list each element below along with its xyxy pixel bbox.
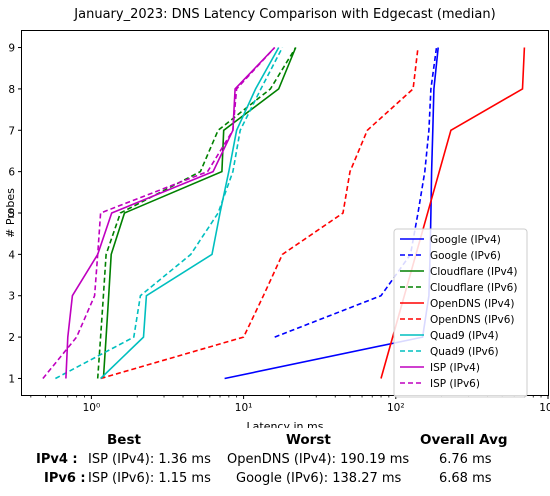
- legend-label-1: Google (IPv6): [430, 250, 501, 262]
- legend-label-0: Google (IPv4): [430, 234, 501, 246]
- y-tick-label-6: 6: [8, 167, 15, 179]
- legend-box: [393, 228, 528, 398]
- x-tick-label-3: 10³: [539, 402, 550, 414]
- chart-title: January_2023: DNS Latency Comparison wit…: [73, 7, 495, 22]
- legend-label-7: Quad9 (IPv6): [430, 346, 499, 358]
- ipv4-worst: OpenDNS (IPv4): 190.19 ms: [227, 452, 410, 467]
- series-line-1: [274, 47, 438, 338]
- series-line-6: [100, 47, 280, 380]
- y-tick-label-1: 1: [8, 373, 15, 385]
- y-tick-label-7: 7: [8, 125, 15, 137]
- summary-table: Best Worst Overall Avg IPv4 : ISP (IPv4)…: [0, 428, 550, 496]
- ipv6-best: ISP (IPv6): 1.15 ms: [88, 471, 211, 486]
- legend-label-4: OpenDNS (IPv4): [430, 298, 515, 310]
- ipv6-row-label: IPv6 :: [44, 471, 86, 486]
- legend-label-3: Cloudflare (IPv6): [430, 282, 517, 294]
- legend-label-8: ISP (IPv4): [430, 362, 480, 374]
- legend-label-2: Cloudflare (IPv4): [430, 266, 517, 278]
- series-line-5: [100, 47, 419, 380]
- x-tick-label-2: 10²: [387, 402, 405, 414]
- y-tick-label-3: 3: [8, 291, 15, 303]
- series-line-3: [96, 47, 297, 379]
- y-tick-label-5: 5: [8, 208, 15, 220]
- series-line-9: [42, 46, 276, 380]
- best-header: Best: [107, 432, 141, 448]
- legend: Google (IPv4) Google (IPv6) Cloudflare (IP…: [393, 228, 528, 398]
- legend-label-5: OpenDNS (IPv6): [430, 314, 515, 326]
- x-axis-ticks: 10⁰ 10¹ 10² 10³: [30, 395, 550, 414]
- ipv6-worst: Google (IPv6): 138.27 ms: [236, 471, 402, 486]
- ipv4-overall: 6.76 ms: [439, 452, 492, 467]
- x-axis-label: Latency in ms: [247, 420, 324, 428]
- series-line-7: [55, 47, 284, 380]
- latency-chart: January_2023: DNS Latency Comparison wit…: [4, 7, 550, 428]
- ipv6-overall: 6.68 ms: [439, 471, 492, 486]
- y-tick-label-9: 9: [8, 43, 15, 55]
- ipv4-best: ISP (IPv4): 1.36 ms: [88, 452, 211, 467]
- overall-avg-header: Overall Avg: [420, 432, 508, 448]
- y-axis-label: # Probes: [4, 188, 17, 238]
- legend-label-9: ISP (IPv6): [430, 378, 480, 390]
- y-axis-ticks: 1 2 3 4 5 6 7 8 9: [8, 43, 22, 385]
- x-tick-label-0: 10⁰: [83, 402, 101, 414]
- legend-label-6: Quad9 (IPv4): [430, 330, 499, 342]
- y-tick-label-8: 8: [8, 84, 15, 96]
- series-line-8: [65, 46, 276, 379]
- series-line-2: [102, 47, 297, 379]
- worst-header: Worst: [286, 432, 331, 448]
- ipv4-row-label: IPv4 :: [36, 452, 78, 467]
- x-tick-label-1: 10¹: [235, 402, 253, 414]
- y-tick-label-4: 4: [8, 249, 15, 261]
- y-tick-label-2: 2: [8, 332, 15, 344]
